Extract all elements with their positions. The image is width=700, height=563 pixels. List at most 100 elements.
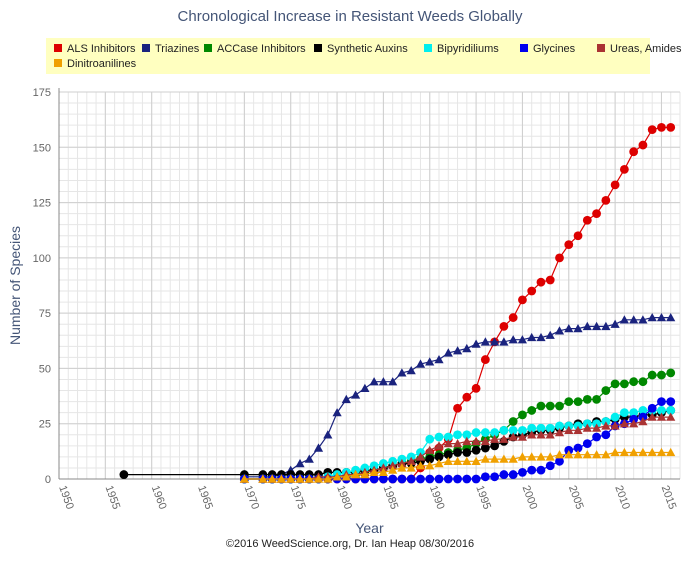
- data-point-accase-inhibitors: [555, 401, 564, 411]
- data-point-ureas-amides: [425, 445, 435, 454]
- legend-swatch: [54, 59, 62, 67]
- data-point-accase-inhibitors: [601, 386, 611, 395]
- data-point-triazines: [647, 313, 657, 322]
- data-point-dinitroanilines: [388, 465, 398, 474]
- data-point-triazines: [406, 366, 416, 375]
- data-point-accase-inhibitors: [610, 379, 620, 389]
- data-point-triazines: [323, 430, 333, 439]
- data-point-synthetic-auxins: [471, 445, 481, 455]
- data-point-ureas-amides: [601, 421, 611, 430]
- data-point-glycines: [545, 461, 555, 471]
- data-point-glycines: [582, 439, 592, 449]
- data-point-ureas-amides: [638, 416, 648, 426]
- data-point-accase-inhibitors: [619, 379, 629, 389]
- legend-item-triazines[interactable]: Triazines: [142, 42, 199, 56]
- data-point-dinitroanilines: [267, 474, 277, 483]
- data-point-dinitroanilines: [351, 470, 361, 479]
- data-point-glycines: [601, 430, 611, 440]
- data-point-ureas-amides: [545, 430, 555, 439]
- data-point-synthetic-auxins: [453, 448, 462, 457]
- x-tick-label: 2005: [566, 484, 586, 511]
- x-tick-label: 1950: [56, 484, 76, 511]
- data-point-bipyridiliums: [508, 425, 518, 435]
- data-point-triazines: [360, 383, 370, 392]
- data-point-als-inhibitors: [666, 122, 676, 132]
- data-point-als-inhibitors: [545, 275, 555, 285]
- data-point-bipyridiliums: [536, 423, 546, 433]
- data-point-triazines: [582, 321, 592, 331]
- data-point-accase-inhibitors: [536, 401, 546, 411]
- legend-item-glycines[interactable]: Glycines: [520, 42, 575, 56]
- data-point-dinitroanilines: [360, 470, 370, 479]
- y-tick-label: 25: [39, 419, 51, 431]
- data-point-dinitroanilines: [619, 447, 629, 457]
- x-tick-label: 2010: [612, 484, 632, 511]
- data-point-triazines: [629, 315, 639, 324]
- data-point-als-inhibitors: [638, 140, 648, 150]
- data-point-als-inhibitors: [610, 180, 620, 190]
- data-point-dinitroanilines: [276, 474, 286, 483]
- legend-item-dinitroanilines[interactable]: Dinitroanilines: [54, 57, 136, 71]
- legend-label: Triazines: [155, 43, 200, 55]
- data-point-dinitroanilines: [425, 461, 435, 470]
- data-point-dinitroanilines: [592, 450, 602, 459]
- data-point-dinitroanilines: [490, 454, 500, 463]
- chart-title: Chronological Increase in Resistant Weed…: [177, 8, 523, 25]
- data-point-dinitroanilines: [453, 456, 463, 465]
- data-point-bipyridiliums: [629, 408, 639, 418]
- data-point-als-inhibitors: [508, 313, 518, 322]
- data-point-dinitroanilines: [341, 472, 351, 481]
- data-point-ureas-amides: [434, 441, 444, 450]
- data-point-accase-inhibitors: [518, 410, 527, 420]
- data-point-triazines: [304, 454, 314, 463]
- data-point-accase-inhibitors: [564, 397, 574, 406]
- data-point-glycines: [527, 465, 537, 475]
- data-point-ureas-amides: [453, 439, 463, 448]
- legend-item-als-inhibitors[interactable]: ALS Inhibitors: [54, 42, 135, 56]
- x-tick-label: 2000: [520, 484, 540, 511]
- data-point-bipyridiliums: [453, 430, 462, 440]
- data-point-bipyridiliums: [619, 408, 629, 418]
- data-point-triazines: [341, 394, 351, 404]
- legend-item-ureas-amides[interactable]: Ureas, Amides: [597, 42, 682, 56]
- data-point-triazines: [527, 332, 537, 342]
- data-point-bipyridiliums: [490, 428, 500, 437]
- data-point-glycines: [453, 474, 462, 484]
- legend-swatch: [142, 44, 150, 52]
- legend-item-synthetic-auxins[interactable]: Synthetic Auxins: [314, 42, 408, 56]
- data-point-als-inhibitors: [629, 147, 639, 157]
- data-point-triazines: [434, 355, 444, 364]
- data-point-als-inhibitors: [601, 195, 611, 205]
- chart-legend: ALS Inhibitors Triazines ACCase Inhibitors…: [46, 38, 682, 74]
- data-point-accase-inhibitors: [666, 368, 676, 378]
- data-point-ureas-amides: [564, 425, 574, 434]
- data-point-ureas-amides: [462, 436, 472, 446]
- x-tick-label: 1980: [334, 484, 354, 511]
- y-tick-label: 50: [39, 363, 51, 375]
- data-point-ureas-amides: [629, 419, 639, 428]
- legend-item-bipyridiliums[interactable]: Bipyridiliums: [424, 42, 499, 56]
- data-point-als-inhibitors: [582, 215, 592, 225]
- legend-item-accase-inhibitors[interactable]: ACCase Inhibitors: [204, 42, 306, 56]
- legend-label: Ureas, Amides: [610, 43, 682, 55]
- data-point-triazines: [453, 346, 463, 355]
- data-point-dinitroanilines: [323, 474, 333, 483]
- data-point-glycines: [480, 472, 490, 482]
- data-point-bipyridiliums: [666, 406, 676, 415]
- data-point-ureas-amides: [378, 463, 388, 472]
- data-point-triazines: [564, 324, 574, 333]
- data-point-ureas-amides: [471, 436, 481, 446]
- data-point-dinitroanilines: [601, 450, 611, 459]
- data-point-glycines: [555, 456, 564, 466]
- data-point-ureas-amides: [666, 412, 676, 421]
- x-tick-label: 1985: [381, 484, 401, 511]
- data-point-accase-inhibitors: [657, 370, 666, 380]
- data-point-dinitroanilines: [286, 474, 296, 483]
- data-point-bipyridiliums: [518, 425, 527, 435]
- data-point-triazines: [425, 357, 435, 366]
- data-point-dinitroanilines: [443, 456, 453, 465]
- data-point-dinitroanilines: [406, 463, 416, 472]
- data-point-glycines: [518, 467, 527, 477]
- series-line-bipyridiliums: [244, 409, 671, 480]
